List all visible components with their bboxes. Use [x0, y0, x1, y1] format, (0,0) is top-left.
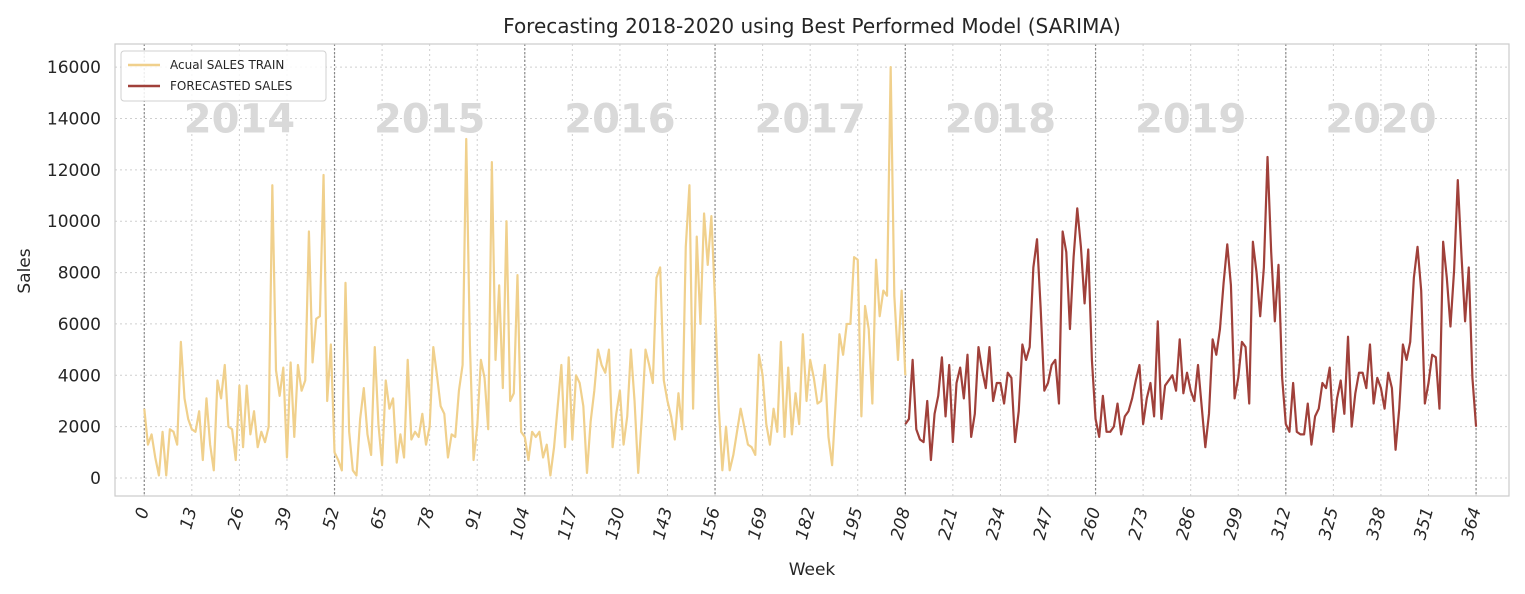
- y-tick-label: 14000: [47, 109, 101, 129]
- year-label: 2016: [564, 96, 675, 142]
- plot-frame: [114, 43, 1510, 497]
- year-label: 2018: [945, 96, 1056, 142]
- year-label: 2017: [755, 96, 866, 142]
- y-axis-label: Sales: [15, 248, 35, 293]
- year-label: 2014: [184, 96, 295, 142]
- y-tick-label: 2000: [58, 418, 101, 438]
- chart-title: Forecasting 2018-2020 using Best Perform…: [503, 14, 1121, 38]
- y-tick-label: 0: [90, 469, 101, 489]
- series-lines: [143, 66, 1478, 477]
- series-line-0: [143, 66, 907, 477]
- year-label: 2015: [374, 96, 485, 142]
- legend-label-train: Acual SALES TRAIN: [170, 58, 284, 72]
- series-line-1: [904, 155, 1478, 462]
- y-tick-label: 4000: [58, 366, 101, 386]
- y-tick-label: 16000: [47, 58, 101, 78]
- x-axis-label: Week: [789, 560, 836, 580]
- year-label: 2020: [1325, 96, 1436, 142]
- x-tick-label: 0: [132, 505, 154, 521]
- y-tick-label: 8000: [58, 264, 101, 284]
- year-labels: 2014 2015 2016 2017 2018 2019 2020: [184, 96, 1437, 142]
- year-label: 2019: [1135, 96, 1246, 142]
- legend: Acual SALES TRAIN FORECASTED SALES: [120, 50, 327, 102]
- legend-label-forecast: FORECASTED SALES: [170, 79, 292, 93]
- legend-box: [120, 50, 327, 102]
- y-tick-label: 6000: [58, 315, 101, 335]
- grid-lines: [115, 44, 1509, 496]
- y-tick-labels: 0 2000 4000 6000 8000 10000 12000 14000 16000: [47, 58, 101, 489]
- y-tick-label: 10000: [47, 212, 101, 232]
- y-tick-label: 12000: [47, 161, 101, 181]
